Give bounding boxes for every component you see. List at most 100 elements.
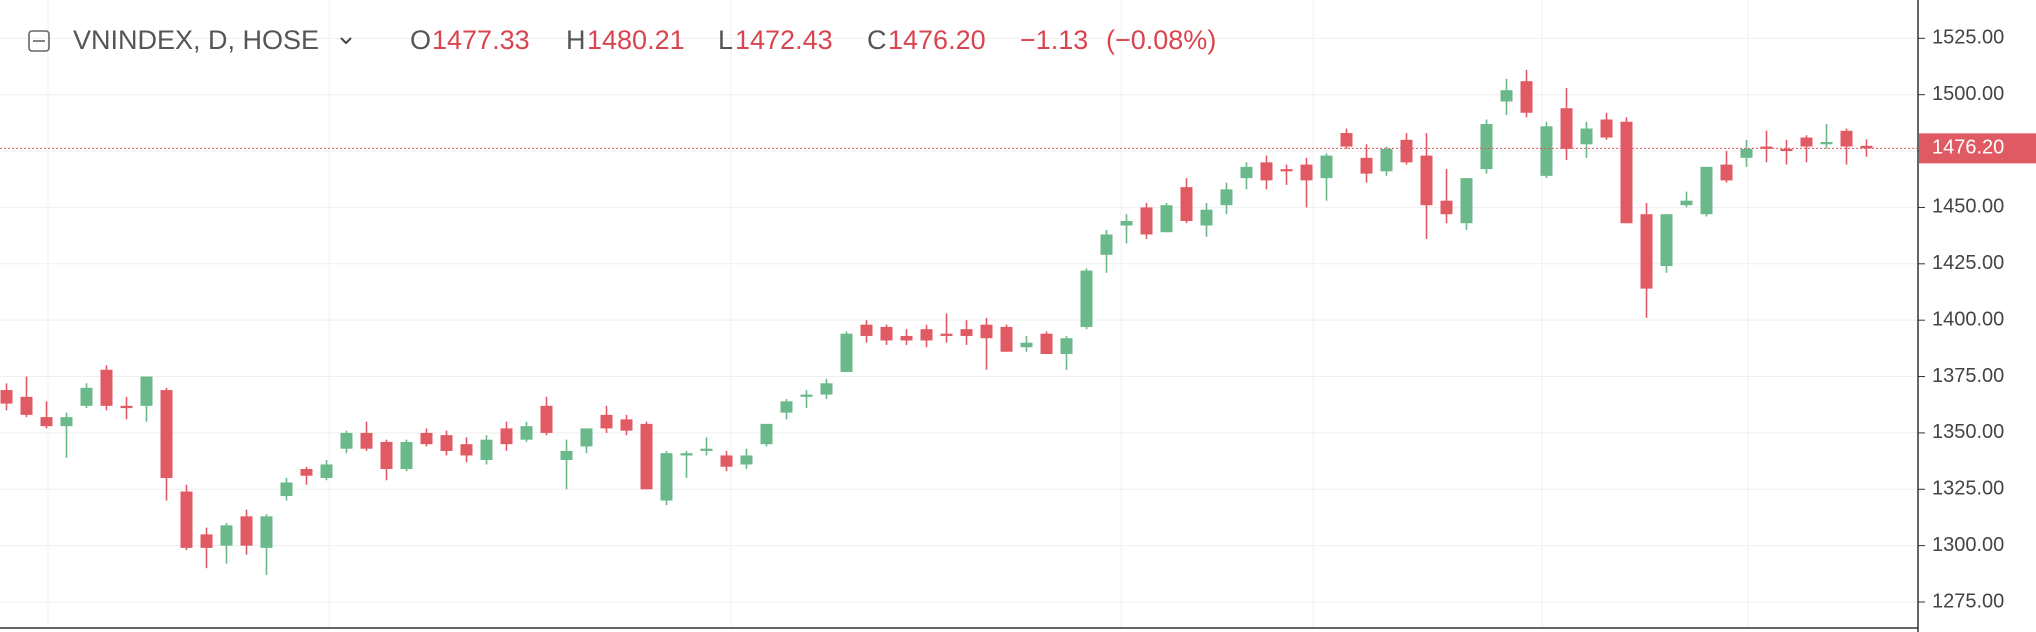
candle-body [1100,234,1113,255]
y-tick-label: 1275.00 [1932,590,2004,612]
candle-body [1620,121,1633,224]
candle-body [1700,166,1713,215]
candle-body [280,482,293,497]
candle-body [1560,108,1573,149]
low-prefix: L [718,25,733,55]
candle-body [240,516,253,546]
candle-body [1640,214,1653,289]
candle-body [1440,200,1453,215]
candle-body [380,441,393,469]
candle-body [1680,200,1693,206]
y-tick-label: 1300.00 [1932,534,2004,556]
candle-body [600,414,613,429]
high-value: 1480.21 [587,25,685,55]
candle-body [1220,189,1233,206]
candle-body [160,390,173,479]
symbol[interactable]: VNINDEX, D, HOSE [73,25,319,55]
candle-body [340,432,353,449]
candle-body [620,419,633,431]
y-tick-label: 1325.00 [1932,478,2004,500]
low-value: 1472.43 [735,25,833,55]
candle-body [1280,169,1293,172]
candle-body [1800,137,1813,147]
candle-body [120,405,133,409]
candle-body [900,335,913,341]
y-tick-label: 1500.00 [1932,83,2004,105]
candle-body [660,453,673,501]
candle-body [1660,214,1673,267]
candle-body [60,417,73,427]
grid [0,0,1918,628]
candle-body [40,417,53,427]
candle-body [920,329,933,341]
candle-body [1260,162,1273,181]
candle-body [880,326,893,341]
candle-body [1580,128,1593,145]
candle-body [800,394,813,397]
y-tick-label: 1350.00 [1932,421,2004,443]
candle-body [560,450,573,460]
candle-body [1140,207,1153,235]
candle-body [1860,145,1873,149]
candle-body [980,324,993,339]
candle-body [1360,157,1373,174]
candle-body [480,439,493,460]
candle-body [200,534,213,548]
candle-body [1500,90,1513,102]
candle-body [740,455,753,465]
candle-body [1400,139,1413,163]
change: −1.13 [1020,25,1088,55]
candle-body [80,387,93,406]
candle-body [400,441,413,469]
y-tick-label: 1525.00 [1932,27,2004,49]
open-prefix: O [410,25,431,55]
candle-body [520,426,533,440]
close-prefix: C [867,25,887,55]
candle-body [1840,130,1853,147]
change-percent: (−0.08%) [1106,25,1216,55]
candle-body [1420,155,1433,206]
open-value: 1477.33 [432,25,530,55]
y-tick-label: 1450.00 [1932,196,2004,218]
candle-body [960,329,973,336]
collapse-icon[interactable] [28,30,50,52]
candle-body [1240,166,1253,179]
candle-body [1060,338,1073,354]
candle-body [1760,146,1773,149]
candle-body [1460,178,1473,224]
candle-body [820,383,833,395]
candle-body [1480,124,1493,170]
candle-body [140,376,153,406]
candle-body [460,444,473,456]
candle-body [1080,270,1093,327]
candle-body [760,423,773,445]
candle-body [580,428,593,447]
candle-body [780,401,793,413]
close-value: 1476.20 [888,25,986,55]
candle-body [640,423,653,490]
candle-body [1180,187,1193,221]
symbol-dropdown[interactable] [340,37,352,45]
candle-body [1380,148,1393,172]
candle-body [840,333,853,373]
candle-body [1540,126,1553,176]
candle-body [700,448,713,451]
y-tick-label: 1375.00 [1932,365,2004,387]
candle-body [540,405,553,433]
candle-body [1160,205,1173,233]
candle-body [1040,333,1053,354]
candle-body [1020,342,1033,348]
candle-body [1520,81,1533,113]
y-tick-label: 1425.00 [1932,252,2004,274]
candle-body [220,525,233,546]
candle-body [260,516,273,548]
candle-body [1820,142,1833,145]
candles [0,69,1873,575]
legend: VNINDEX, D, HOSE O 1477.33 H 1480.21 L 1… [28,25,1216,55]
candle-body [1600,119,1613,138]
candle-body [1720,164,1733,181]
last-price-box [1919,133,2036,164]
candle-body [1200,209,1213,226]
last-price-label: 1476.20 [1932,137,2004,159]
